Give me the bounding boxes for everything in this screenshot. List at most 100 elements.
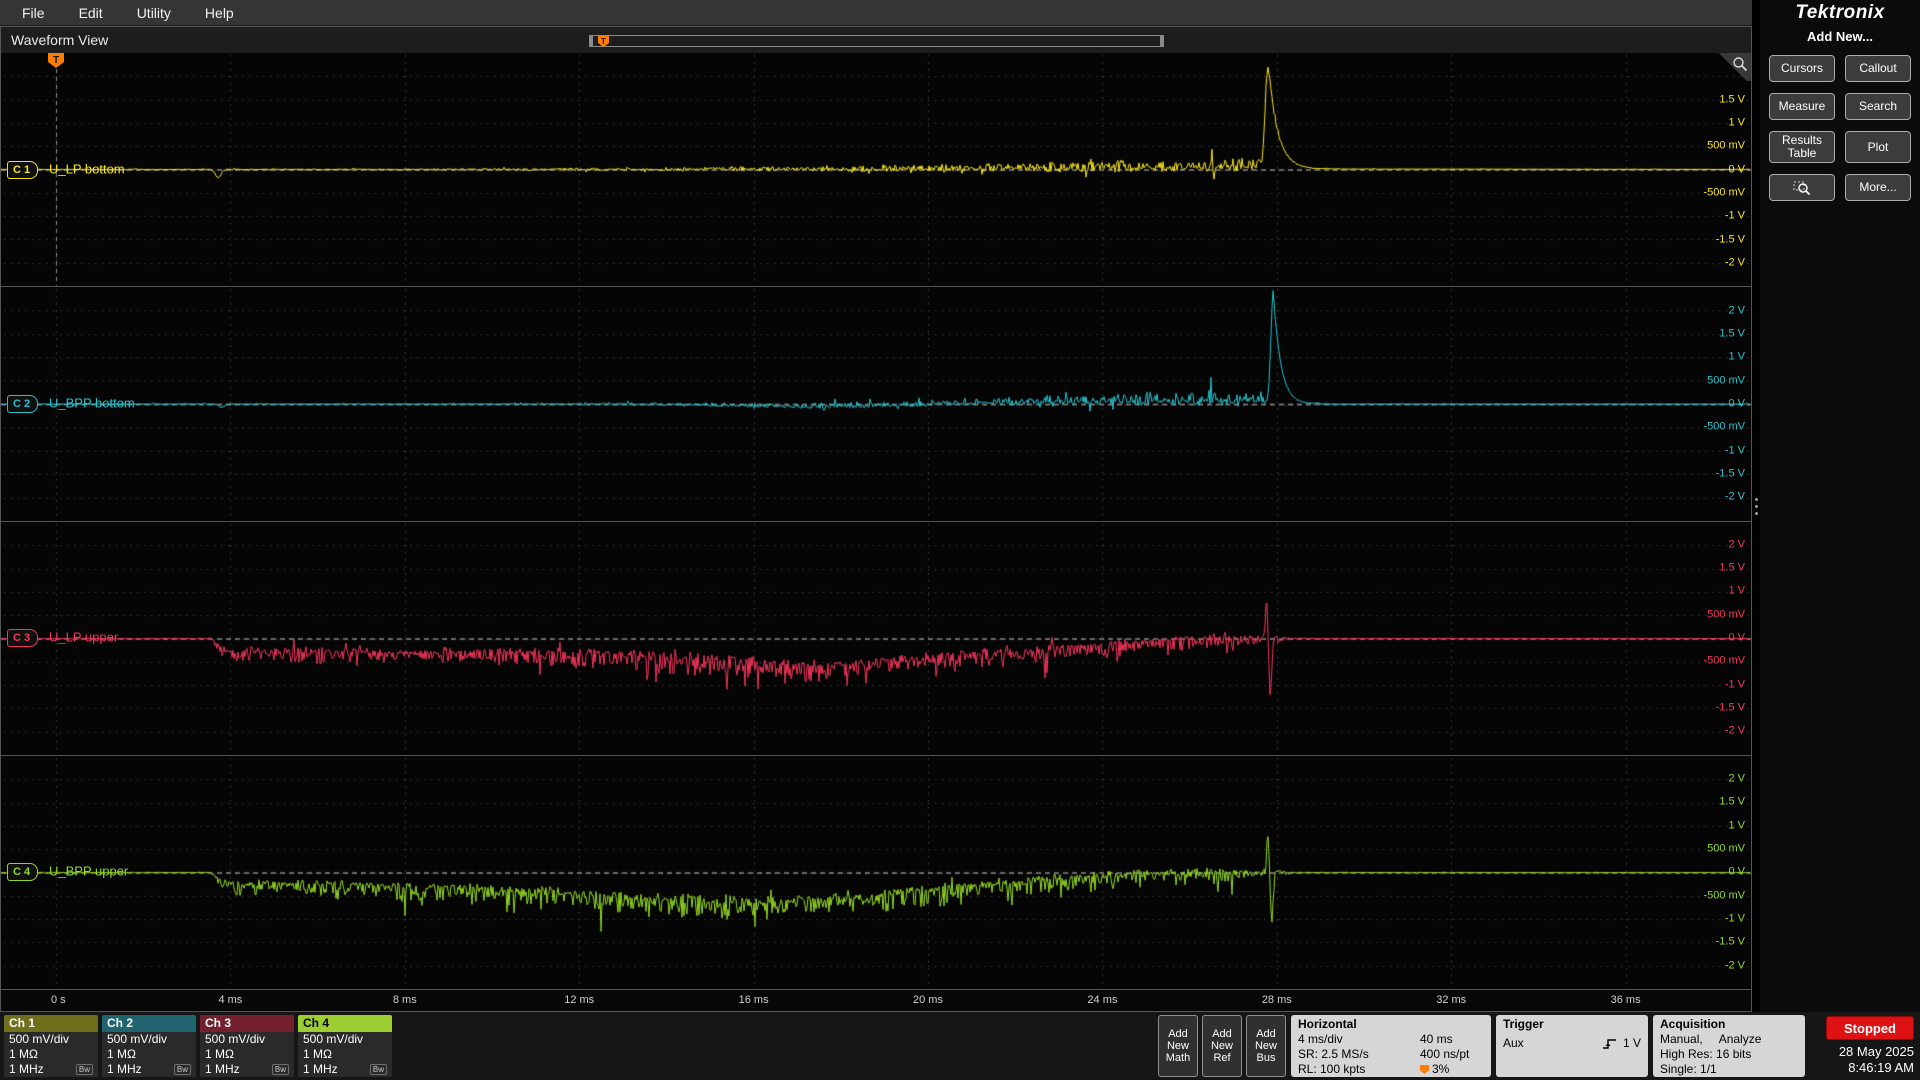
channel-block-header: Ch 2 bbox=[102, 1015, 196, 1032]
channel-block-header: Ch 3 bbox=[200, 1015, 294, 1032]
acquisition-single: Single: 1/1 bbox=[1660, 1062, 1717, 1076]
channel-impedance: 1 MΩ bbox=[303, 1047, 332, 1061]
channel-impedance: 1 MΩ bbox=[205, 1047, 234, 1061]
status-bar: Ch 1 500 mV/div 1 MΩ 1 MHz Bw Ch 2 500 mV/div 1… bbox=[0, 1012, 1920, 1080]
sidebar-button-more[interactable]: More... bbox=[1845, 174, 1911, 201]
add-new-math-button[interactable]: Add New Math bbox=[1158, 1015, 1198, 1077]
sidebar-button-callout[interactable]: Callout bbox=[1845, 55, 1911, 82]
volt-label: 500 mV bbox=[1707, 842, 1745, 855]
run-stop-button[interactable]: Stopped bbox=[1826, 1016, 1914, 1040]
waveform-panel-c4: 2 V 1.5 V 1 V 500 mV 0 V -500 mV -1 V -1.5 V -2 … bbox=[1, 755, 1751, 989]
channel-block-ch4[interactable]: Ch 4 500 mV/div 1 MΩ 1 MHz Bw bbox=[298, 1015, 392, 1077]
time-text: 8:46:19 AM bbox=[1848, 1060, 1914, 1075]
channel-badge-c2[interactable]: C 2 bbox=[7, 394, 39, 413]
waveform-trace-c2[interactable] bbox=[1, 287, 1751, 521]
trigger-slope-icon bbox=[1602, 1038, 1616, 1049]
volt-label: 1.5 V bbox=[1719, 561, 1745, 574]
channel-block-ch3[interactable]: Ch 3 500 mV/div 1 MΩ 1 MHz Bw bbox=[200, 1015, 294, 1077]
volt-label: -1 V bbox=[1724, 678, 1745, 691]
volt-label: -1 V bbox=[1724, 444, 1745, 457]
horizontal-value-right: 40 ms bbox=[1420, 1032, 1453, 1046]
waveform-view-title: Waveform View bbox=[11, 32, 109, 48]
waveform-trace-c3[interactable] bbox=[1, 521, 1751, 755]
plot-area: 1.5 V 1 V 500 mV 0 V -500 mV -1 V -1.5 V -2 V C … bbox=[0, 53, 1752, 1012]
volt-label: -2 V bbox=[1724, 724, 1745, 737]
app-window: File Edit Utility Help Waveform View T 1.5 … bbox=[0, 0, 1920, 1012]
volt-label: 0 V bbox=[1728, 397, 1745, 410]
volt-label: 2 V bbox=[1728, 772, 1745, 785]
volt-label: -500 mV bbox=[1703, 420, 1745, 433]
acquisition-analyze: Analyze bbox=[1718, 1032, 1762, 1046]
bandwidth-icon: Bw bbox=[369, 1064, 387, 1075]
sidebar-button-measure[interactable]: Measure bbox=[1769, 93, 1835, 120]
waveform-trace-c1[interactable] bbox=[1, 53, 1751, 287]
date-text: 28 May 2025 bbox=[1838, 1044, 1914, 1059]
sidebar-button-cursors[interactable]: Cursors bbox=[1769, 55, 1835, 82]
navigator-trigger-icon: T bbox=[598, 36, 609, 47]
datetime: 28 May 2025 8:46:19 AM bbox=[1839, 1044, 1914, 1076]
time-label: 16 ms bbox=[738, 994, 769, 1006]
volt-label: -2 V bbox=[1724, 256, 1745, 269]
horizontal-value-right: 3% bbox=[1420, 1062, 1484, 1077]
volt-label: 500 mV bbox=[1707, 374, 1745, 387]
channel-bandwidth: 1 MHz Bw bbox=[4, 1062, 98, 1077]
acquisition-title: Acquisition bbox=[1660, 1017, 1726, 1031]
time-axis: 0 s 4 ms 8 ms 12 ms 16 ms 20 ms 24 ms 28 ms 32 m… bbox=[1, 989, 1751, 1011]
sidebar-button-results-table[interactable]: Results Table bbox=[1769, 131, 1835, 163]
time-label: 12 ms bbox=[564, 994, 595, 1006]
magnifier-icon bbox=[1733, 57, 1748, 72]
volt-label: 500 mV bbox=[1707, 139, 1745, 152]
time-label: 24 ms bbox=[1087, 994, 1118, 1006]
sidebar-button-plot[interactable]: Plot bbox=[1845, 131, 1911, 163]
horizontal-panel[interactable]: Horizontal 4 ms/div 40 ms SR: 2.5 MS/s 400 … bbox=[1291, 1015, 1491, 1077]
sidebar-button-zoom[interactable] bbox=[1769, 174, 1835, 201]
menu-bar: File Edit Utility Help bbox=[0, 0, 1752, 26]
channel-scale: 500 mV/div bbox=[107, 1032, 168, 1046]
time-label: 20 ms bbox=[913, 994, 943, 1006]
volt-label: 1 V bbox=[1728, 819, 1745, 832]
channel-block-header: Ch 1 bbox=[4, 1015, 98, 1032]
volt-label: 0 V bbox=[1728, 865, 1745, 878]
menu-file[interactable]: File bbox=[22, 4, 45, 21]
sidebar: Tektronix Add New... Cursors Callout Measu… bbox=[1760, 0, 1920, 1012]
menu-utility[interactable]: Utility bbox=[136, 4, 171, 21]
time-label: 4 ms bbox=[218, 994, 243, 1006]
trigger-position-icon bbox=[1420, 1065, 1429, 1074]
add-new-ref-button[interactable]: Add New Ref bbox=[1202, 1015, 1242, 1077]
zoom-corner-button[interactable] bbox=[1717, 53, 1751, 81]
sidebar-buttons: Cursors Callout Measure Search Results Table… bbox=[1769, 55, 1911, 201]
waveform-panel-c3: 2 V 1.5 V 1 V 500 mV 0 V -500 mV -1 V -1.5 V -2 … bbox=[1, 521, 1751, 756]
panel-splitter[interactable] bbox=[1752, 0, 1760, 1012]
channel-block-ch2[interactable]: Ch 2 500 mV/div 1 MΩ 1 MHz Bw bbox=[102, 1015, 196, 1077]
waveform-label-c1: U_LP bottom bbox=[49, 160, 125, 176]
channel-bandwidth: 1 MHz Bw bbox=[102, 1062, 196, 1077]
volt-label: 1 V bbox=[1728, 116, 1745, 129]
horizontal-position-navigator[interactable]: T bbox=[589, 35, 1164, 47]
acquisition-mode: Manual, bbox=[1660, 1032, 1703, 1046]
channel-block-ch1[interactable]: Ch 1 500 mV/div 1 MΩ 1 MHz Bw bbox=[4, 1015, 98, 1077]
trigger-position-flag[interactable]: T bbox=[48, 53, 64, 68]
trigger-panel[interactable]: Trigger Aux 1 V bbox=[1496, 1015, 1648, 1077]
volt-label: -500 mV bbox=[1703, 654, 1745, 667]
bandwidth-icon: Bw bbox=[271, 1064, 289, 1075]
volt-label: 1.5 V bbox=[1719, 327, 1745, 340]
volt-label: 2 V bbox=[1728, 538, 1745, 551]
volt-label: -1.5 V bbox=[1715, 467, 1745, 480]
channel-badge-c3[interactable]: C 3 bbox=[7, 629, 39, 648]
status-bar-spacer bbox=[397, 1015, 1153, 1077]
waveform-view-titlebar: Waveform View T bbox=[0, 26, 1752, 53]
time-label: 0 s bbox=[51, 994, 66, 1006]
channel-bandwidth: 1 MHz Bw bbox=[200, 1062, 294, 1077]
channel-badge-c1[interactable]: C 1 bbox=[7, 160, 39, 179]
sidebar-button-search[interactable]: Search bbox=[1845, 93, 1911, 120]
channel-badge-c4[interactable]: C 4 bbox=[7, 863, 39, 882]
add-new-bus-button[interactable]: Add New Bus bbox=[1246, 1015, 1286, 1077]
menu-edit[interactable]: Edit bbox=[78, 4, 103, 21]
volt-label: -500 mV bbox=[1703, 186, 1745, 199]
volt-label: -2 V bbox=[1724, 959, 1745, 972]
trigger-level: 1 V bbox=[1622, 1036, 1641, 1050]
volt-label: 1 V bbox=[1728, 350, 1745, 363]
waveform-trace-c4[interactable] bbox=[1, 755, 1751, 989]
menu-help[interactable]: Help bbox=[204, 4, 234, 21]
acquisition-panel[interactable]: Acquisition Manual, Analyze High Res: 16… bbox=[1653, 1015, 1805, 1077]
